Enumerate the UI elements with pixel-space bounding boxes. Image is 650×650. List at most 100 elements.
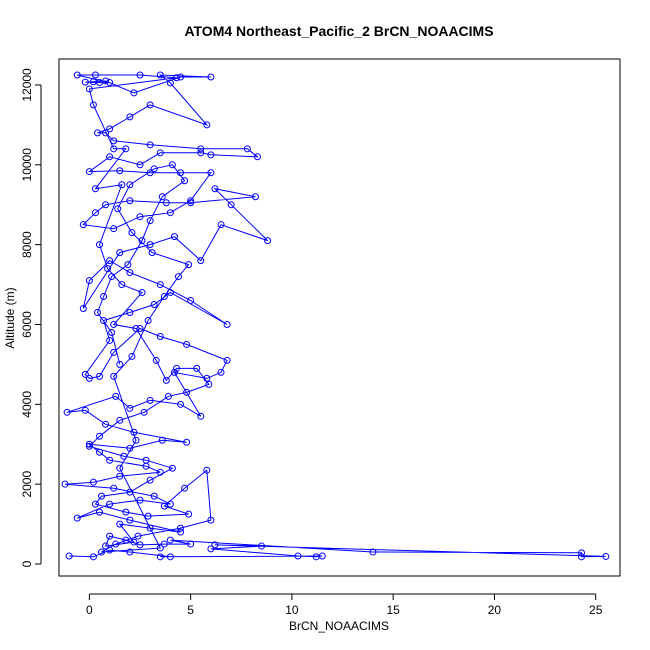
data-point xyxy=(160,502,168,510)
y-axis-label: Altitude (m) xyxy=(3,287,17,348)
data-point xyxy=(168,161,176,169)
data-point xyxy=(126,309,134,317)
data-point xyxy=(102,420,110,428)
data-point xyxy=(152,356,160,364)
data-point xyxy=(207,516,215,524)
data-point xyxy=(146,476,154,484)
data-point xyxy=(166,79,174,87)
data-point xyxy=(114,205,122,213)
y-tick-label: 12000 xyxy=(20,68,34,102)
data-point xyxy=(177,73,185,81)
data-point xyxy=(96,79,104,87)
data-point xyxy=(207,73,215,81)
data-point xyxy=(150,492,158,500)
y-tick-label: 0 xyxy=(20,560,34,567)
data-point xyxy=(294,552,302,560)
data-point xyxy=(102,201,110,209)
data-point xyxy=(116,472,124,480)
data-point xyxy=(136,213,144,221)
data-point xyxy=(183,388,191,396)
data-point xyxy=(116,167,124,175)
data-point xyxy=(203,121,211,129)
data-point xyxy=(110,225,118,233)
data-point xyxy=(243,145,251,153)
data-point xyxy=(166,536,174,544)
data-point xyxy=(150,301,158,309)
data-point xyxy=(102,129,110,137)
data-point xyxy=(217,221,225,229)
data-point xyxy=(134,532,142,540)
data-point xyxy=(258,542,266,550)
data-point xyxy=(136,161,144,169)
data-point xyxy=(156,71,164,79)
data-point xyxy=(124,261,132,269)
data-point xyxy=(146,101,154,109)
y-tick-label: 6000 xyxy=(20,311,34,338)
data-point xyxy=(126,113,134,121)
x-tick-label: 10 xyxy=(285,603,299,617)
data-point xyxy=(158,436,166,444)
data-point xyxy=(132,436,140,444)
data-point xyxy=(89,553,97,561)
data-point xyxy=(126,197,134,205)
data-point xyxy=(85,440,93,448)
data-point xyxy=(100,293,108,301)
data-point xyxy=(126,181,134,189)
data-point xyxy=(116,360,124,368)
data-point xyxy=(93,309,101,317)
data-point xyxy=(116,416,124,424)
data-point xyxy=(150,165,158,173)
data-point xyxy=(166,209,174,217)
x-tick-label: 0 xyxy=(86,603,93,617)
data-point xyxy=(91,71,99,79)
data-point xyxy=(187,199,195,207)
data-point xyxy=(164,392,172,400)
data-point xyxy=(112,540,120,548)
data-point xyxy=(110,137,118,145)
data-point xyxy=(110,145,118,153)
data-point xyxy=(158,193,166,201)
data-point xyxy=(146,169,154,177)
data-point xyxy=(98,548,106,556)
data-point xyxy=(85,277,93,285)
data-point xyxy=(130,428,138,436)
data-point xyxy=(187,540,195,548)
data-point xyxy=(207,151,215,159)
data-point xyxy=(168,464,176,472)
data-point xyxy=(602,552,610,560)
data-point xyxy=(197,257,205,265)
x-tick-label: 25 xyxy=(589,603,603,617)
data-point xyxy=(166,500,174,508)
data-point xyxy=(89,101,97,109)
data-point xyxy=(61,480,69,488)
data-point xyxy=(106,456,114,464)
x-tick-label: 5 xyxy=(187,603,194,617)
data-point xyxy=(144,512,152,520)
data-point xyxy=(81,78,89,86)
data-point xyxy=(126,404,134,412)
data-point xyxy=(183,340,191,348)
data-point xyxy=(122,145,130,153)
y-axis: 0 2000 4000 6000 8000 10000 12000 xyxy=(20,68,42,567)
data-point xyxy=(181,177,189,185)
data-point xyxy=(108,273,116,281)
y-tick-label: 4000 xyxy=(20,391,34,418)
data-point xyxy=(156,468,164,476)
data-point xyxy=(207,169,215,177)
data-point xyxy=(203,374,211,382)
data-point xyxy=(110,348,118,356)
data-point xyxy=(223,356,231,364)
data-point xyxy=(136,71,144,79)
data-point xyxy=(177,169,185,177)
data-point xyxy=(144,316,152,324)
y-tick-label: 10000 xyxy=(20,148,34,182)
y-tick-label: 8000 xyxy=(20,231,34,258)
data-point xyxy=(122,508,130,516)
data-point xyxy=(177,528,185,536)
data-point xyxy=(104,265,112,273)
data-point xyxy=(211,185,219,193)
data-point xyxy=(122,536,130,544)
data-point xyxy=(73,514,81,522)
data-point xyxy=(96,372,104,380)
data-point xyxy=(81,406,89,414)
